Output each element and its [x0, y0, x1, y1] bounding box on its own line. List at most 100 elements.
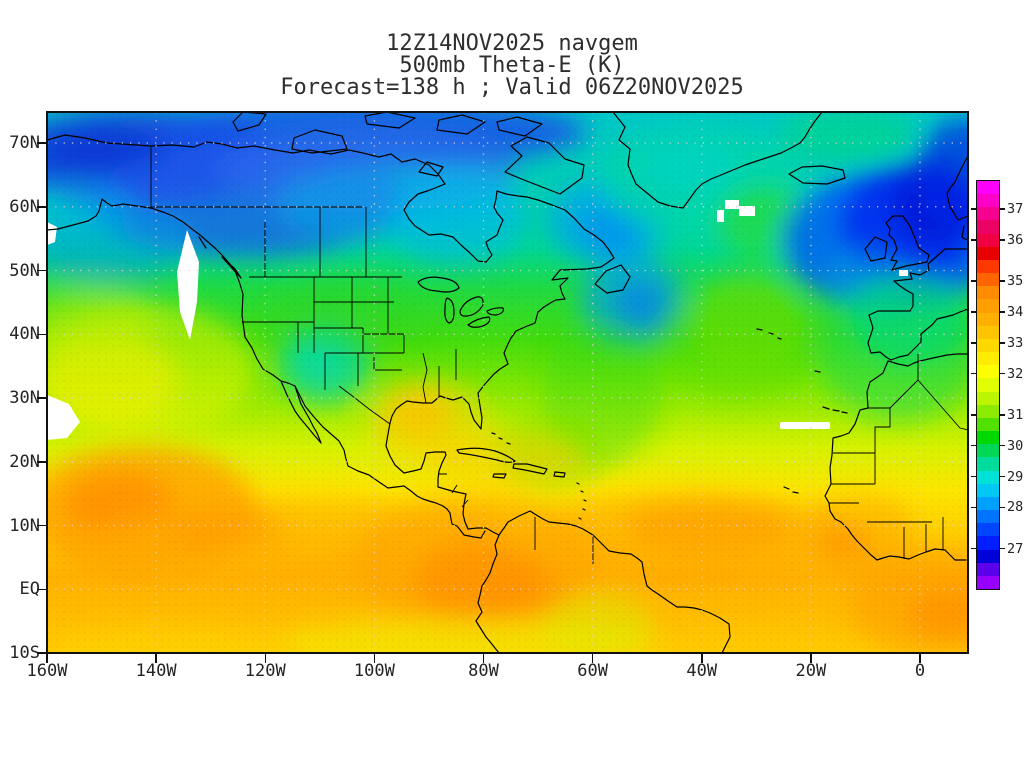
colorbar-segment: [977, 233, 999, 248]
coastline-south-america-pacific: [475, 534, 500, 653]
coastline-puerto-rico: [553, 471, 566, 478]
colorbar-tick-mark: [999, 208, 1005, 210]
colorbar-segment: [977, 378, 999, 393]
colorbar-segment: [977, 312, 999, 327]
colorbar-segment: [977, 259, 999, 274]
coastline-baja: [280, 380, 322, 444]
coastline-hispaniola: [512, 463, 548, 475]
colorbar-segment: [977, 325, 999, 340]
colorbar-tick-mark: [971, 280, 977, 282]
colorbar-segment: [977, 444, 999, 458]
lon-tick-mark: [264, 653, 266, 663]
colorbar-tick-mark: [971, 414, 977, 416]
lon-tick-label: 60W: [577, 661, 608, 681]
africa-borders: [829, 354, 968, 559]
coastline-africa: [824, 353, 968, 561]
title-valid-line: Forecast=138 h ; Valid 06Z20NOV2025: [280, 75, 744, 100]
colorbar-segment: [977, 246, 999, 261]
colorbar-tick-mark: [971, 311, 977, 313]
colorbar-segment: [977, 549, 999, 564]
colorbar-tick-mark: [999, 342, 1005, 344]
lat-tick-label: 30N: [9, 388, 40, 408]
chart-title-block: 12Z14NOV2025 navgem 500mb Theta-E (K) Fo…: [0, 33, 1024, 99]
lat-tick-mark: [37, 206, 47, 208]
colorbar-tick-mark: [999, 414, 1005, 416]
colorbar-segment: [977, 483, 999, 498]
lon-tick-label: 20W: [795, 661, 827, 681]
lon-tick-mark: [373, 653, 376, 663]
colorbar-tick-label: 336: [1007, 334, 1024, 351]
colorbar-tick-label: 375: [1007, 201, 1024, 217]
colorbar-tick-mark: [999, 475, 1005, 478]
lon-tick-mark: [155, 653, 157, 663]
canada-borders: [150, 146, 367, 277]
coastline-baffin-island: [504, 136, 585, 195]
lon-tick-label: 120W: [244, 661, 286, 681]
central-america-borders: [439, 473, 469, 508]
lat-tick-mark: [37, 333, 47, 335]
coastline-vancouver-island: [198, 236, 242, 279]
title-run-line: 12Z14NOV2025 navgem: [386, 31, 638, 56]
colorbar-segment: [977, 194, 999, 208]
lon-tick-label: 0: [914, 661, 926, 681]
colorbar-tick-label: 297: [1007, 468, 1024, 485]
colorbar-tick-label: 354: [1007, 273, 1024, 290]
colorbar-segment: [977, 470, 999, 485]
masked-white-patches: [47, 200, 908, 440]
colorbar-tick-label: 345: [1007, 303, 1024, 320]
colorbar-segment: [977, 391, 999, 406]
colorbar-tick-mark: [999, 547, 1005, 550]
coastline-cuba: [456, 447, 516, 463]
colorbar-tick-mark: [999, 506, 1005, 509]
colorbar-segment: [977, 299, 999, 314]
coastline-newfoundland: [594, 264, 631, 294]
map-plot-area: [46, 111, 969, 654]
lat-tick-mark: [37, 269, 47, 272]
lat-tick-label: 40N: [9, 324, 40, 345]
coastline-ireland: [864, 236, 888, 262]
colorbar-tick-label: 288: [1007, 499, 1024, 516]
coastline-norway: [946, 155, 968, 241]
colorbar-segment: [977, 220, 999, 235]
lon-tick-mark: [810, 653, 812, 663]
colorbar-tick-mark: [999, 372, 1005, 375]
colorbar-segment: [977, 273, 999, 287]
colorbar-segment: [977, 457, 999, 472]
colorbar-segment: [977, 338, 999, 353]
colorbar-segment: [977, 417, 999, 432]
south-america-borders: [534, 517, 594, 564]
lon-tick-mark: [919, 653, 921, 663]
coastline-pacific: [47, 198, 486, 539]
colorbar-segment: [977, 562, 999, 577]
coastline-north-america: [47, 134, 731, 653]
lat-tick-mark: [37, 588, 47, 590]
lat-tick-label: 50N: [9, 260, 40, 281]
colorbar-segment: [977, 575, 999, 590]
colorbar-segment: [977, 523, 999, 537]
lon-tick-label: 140W: [135, 661, 177, 681]
colorbar-tick-label: 276: [1007, 540, 1024, 557]
lat-tick-label: 20N: [9, 451, 40, 472]
map-frame: [46, 111, 969, 654]
coastline-greenland: [612, 112, 823, 209]
coastline-europe: [867, 248, 968, 361]
lon-tick-label: 100W: [353, 661, 395, 681]
coastline-jamaica: [492, 473, 507, 479]
lon-tick-mark: [591, 653, 594, 663]
colorbar-tick-mark: [999, 239, 1005, 241]
lat-tick-mark: [37, 397, 47, 399]
lat-tick-label: 10S: [9, 643, 40, 663]
lat-tick-mark: [37, 524, 47, 527]
coastline-victoria-island: [291, 129, 348, 154]
colorbar-tick-mark: [971, 547, 977, 550]
colorbar-tick-mark: [971, 239, 977, 241]
lat-tick-mark: [37, 652, 47, 654]
colorbar-segment: [977, 365, 999, 379]
lat-tick-mark: [37, 461, 47, 463]
colorbar-segment: [977, 181, 999, 195]
colorbar-tick-mark: [971, 372, 977, 375]
colorbar-segment: [977, 431, 999, 445]
colorbar-segment: [977, 286, 999, 300]
lat-tick-label: 10N: [9, 515, 40, 536]
